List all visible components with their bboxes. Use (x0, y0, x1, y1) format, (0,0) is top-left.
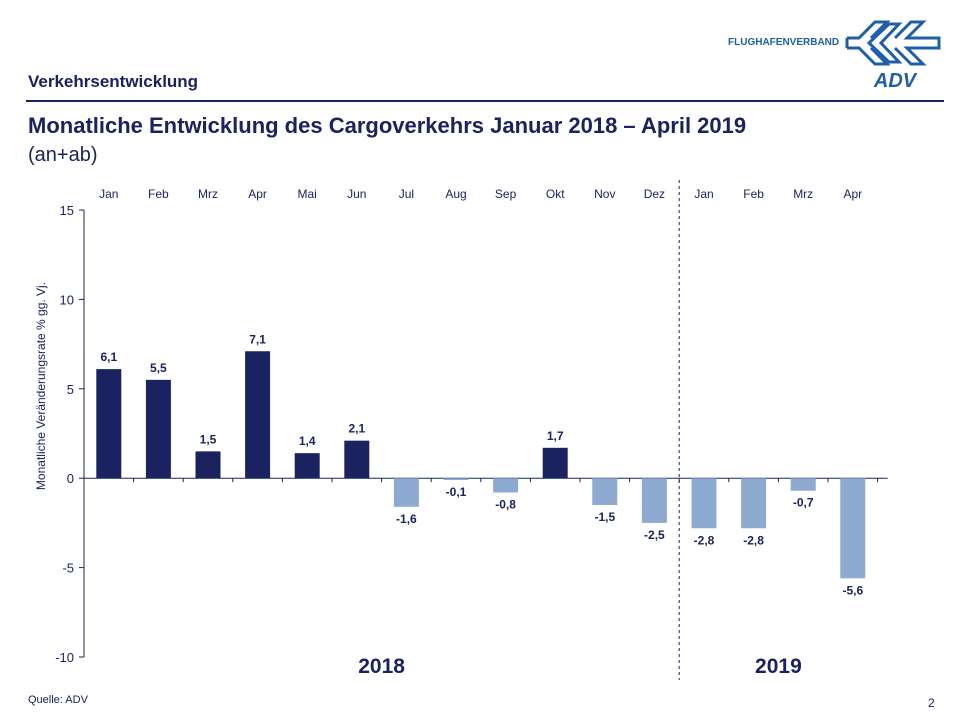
bar (840, 478, 866, 579)
month-label: Mrz (198, 187, 218, 201)
data-label: 1,5 (200, 432, 217, 446)
data-label: 1,4 (299, 434, 316, 448)
month-label: Jan (694, 187, 713, 201)
y-tick-label: 10 (60, 292, 74, 307)
page-number: 2 (928, 696, 935, 710)
bar (741, 478, 767, 529)
bar (245, 351, 271, 479)
bar (641, 478, 667, 523)
data-label: -0,8 (495, 498, 516, 512)
month-label: Jul (399, 187, 414, 201)
month-label: Mrz (793, 187, 813, 201)
adv-logo-icon: ADV (845, 20, 941, 90)
year-label: 2019 (755, 655, 802, 678)
y-tick-label: 0 (67, 471, 74, 486)
data-label: 1,7 (547, 429, 564, 443)
logo-mark: ADV (873, 70, 918, 90)
data-label: 5,5 (150, 361, 167, 375)
month-label: Jan (99, 187, 118, 201)
bar (691, 478, 717, 529)
y-tick-label: 5 (67, 382, 74, 397)
bar (592, 478, 618, 506)
bar (790, 478, 816, 491)
y-axis-label: Monatliche Veränderungsrate % gg. Vj. (34, 282, 48, 490)
month-label: Aug (445, 187, 466, 201)
data-label: 2,1 (348, 422, 365, 436)
data-label: -2,8 (743, 533, 764, 547)
data-label: -1,6 (396, 512, 417, 526)
header-divider (26, 100, 944, 102)
bar (344, 440, 370, 479)
page-title: Monatliche Entwicklung des Cargoverkehrs… (28, 113, 747, 138)
bar (294, 453, 320, 479)
data-label: -0,7 (793, 496, 814, 510)
page-subtitle: (an+ab) (28, 144, 98, 166)
y-tick-label: -10 (55, 650, 74, 665)
data-label: -5,6 (842, 583, 863, 597)
month-label: Feb (148, 187, 169, 201)
data-label: -1,5 (594, 510, 615, 524)
data-label: -2,5 (644, 528, 665, 542)
data-label: -2,8 (694, 533, 715, 547)
month-label: Nov (594, 187, 615, 201)
month-label: Dez (644, 187, 665, 201)
month-label: Sep (495, 187, 517, 201)
month-label: Okt (546, 187, 565, 201)
month-label: Apr (248, 187, 267, 201)
bar (195, 451, 221, 479)
data-label: 7,1 (249, 332, 266, 346)
month-label: Feb (743, 187, 764, 201)
bar (542, 447, 568, 479)
month-label: Mai (298, 187, 317, 201)
bar (443, 478, 469, 480)
data-label: 6,1 (100, 350, 117, 364)
month-label: Jun (347, 187, 366, 201)
bar (96, 369, 122, 479)
y-tick-label: 15 (60, 203, 74, 218)
logo-text: FLUGHAFENVERBAND (728, 37, 840, 48)
month-label: Apr (843, 187, 862, 201)
bar (393, 478, 419, 507)
data-label: -0,1 (446, 485, 467, 499)
source-note: Quelle: ADV (28, 694, 88, 706)
year-label: 2018 (358, 655, 405, 678)
section-heading: Verkehrsentwicklung (28, 72, 199, 91)
bar (493, 478, 519, 493)
y-tick-label: -5 (62, 561, 74, 576)
bar (145, 379, 171, 479)
